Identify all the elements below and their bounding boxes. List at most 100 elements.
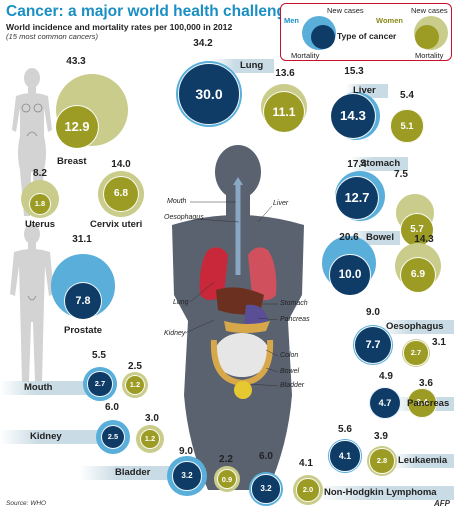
bubble-stomach-women-mortality: 5.7 — [400, 213, 434, 247]
organ-label-stomach: Stomach — [280, 300, 308, 307]
bubble-mouth-women-mortality: 1.2 — [125, 375, 145, 395]
label-bar-oesophagus — [380, 320, 454, 334]
bubble-lung-women-mortality: 11.1 — [263, 91, 305, 133]
value-stomach-women-new-cases: 7.5 — [394, 169, 408, 180]
bubble-liver-women-mortality: 5.1 — [391, 110, 423, 142]
value-lung-men-new-cases: 34.2 — [193, 38, 213, 49]
bubble-bowel-women-mortality: 6.9 — [400, 257, 436, 293]
organ-label-lung: Lung — [173, 299, 189, 306]
bubble-non-hodgkin-lymphoma-women-mortality: 2.0 — [297, 479, 319, 501]
legend-men: Men — [284, 16, 299, 25]
value-mouth-women-new-cases: 2.5 — [128, 361, 142, 372]
legend-men-mortality-circle — [311, 25, 335, 49]
torso-anatomy-icon — [172, 145, 304, 490]
bubble-cervix-uteri-women-mortality: 6.8 — [103, 176, 139, 212]
label-stomach: Stomach — [360, 158, 401, 169]
label-bar-leukaemia — [392, 454, 454, 468]
value-leukaemia-men-new-cases: 5.6 — [338, 424, 352, 435]
value-bowel-men-new-cases: 20.6 — [339, 232, 359, 243]
value-breast-women-new-cases: 43.3 — [66, 56, 86, 67]
label-cervix-uteri: Cervix uteri — [90, 219, 143, 230]
label-kidney: Kidney — [30, 431, 62, 442]
bubble-non-hodgkin-lymphoma-men-mortality: 3.2 — [252, 475, 280, 503]
bubble-mouth-men-mortality: 2.7 — [88, 372, 112, 396]
value-oesophagus-women-new-cases: 3.1 — [432, 337, 446, 348]
label-bar-bladder — [80, 466, 174, 480]
bubble-bladder-men-mortality: 3.2 — [173, 462, 201, 490]
label-bar-stomach — [350, 157, 408, 171]
legend-men-mortality: Mortality — [291, 51, 320, 60]
organ-label-mouth: Mouth — [167, 198, 187, 205]
label-oesophagus: Oesophagus — [386, 321, 444, 332]
chart-title: Cancer: a major world health challenge — [6, 3, 295, 20]
value-pancreas-men-new-cases: 4.9 — [379, 371, 393, 382]
value-cervix-uteri-women-new-cases: 14.0 — [111, 159, 131, 170]
value-prostate-men-new-cases: 31.1 — [72, 234, 92, 245]
label-prostate: Prostate — [64, 325, 103, 336]
credit-logo: AFP — [434, 499, 450, 508]
value-pancreas-women-new-cases: 3.6 — [419, 378, 433, 389]
value-liver-men-new-cases: 15.3 — [344, 66, 364, 77]
value-kidney-women-new-cases: 3.0 — [145, 413, 159, 424]
label-bar-mouth — [0, 381, 92, 395]
bubble-pancreas-women-mortality: 3.4 — [408, 389, 436, 417]
label-uterus: Uterus — [25, 219, 56, 230]
chart-subtitle: World incidence and mortality rates per … — [6, 22, 233, 32]
label-bowel: Bowel — [366, 232, 394, 243]
legend-women: Women — [376, 16, 403, 25]
bubble-bladder-women-mortality: 0.9 — [218, 470, 236, 488]
bubble-pancreas-men-mortality: 4.7 — [369, 387, 401, 419]
organ-label-colon: Colon — [280, 352, 299, 359]
bubble-leukaemia-women-mortality: 2.8 — [370, 449, 394, 473]
bubble-uterus-women-mortality: 1.8 — [29, 193, 51, 215]
bubble-oesophagus-men-mortality: 7.7 — [355, 327, 391, 363]
chart-subnote: (15 most common cancers) — [6, 32, 98, 41]
bubble-kidney-women-mortality: 1.2 — [140, 429, 160, 449]
legend: Men New cases Women New cases Type of ca… — [280, 3, 452, 61]
legend-men-new-cases: New cases — [327, 6, 364, 15]
value-bladder-men-new-cases: 9.0 — [179, 446, 193, 457]
label-liver: Liver — [353, 85, 376, 96]
organ-label-oesophagus: Oesophagus — [164, 214, 204, 221]
value-non-hodgkin-lymphoma-women-new-cases: 4.1 — [299, 458, 313, 469]
bubble-prostate-men-mortality: 7.8 — [65, 283, 101, 319]
value-leukaemia-women-new-cases: 3.9 — [374, 431, 388, 442]
label-bar-nhl — [316, 486, 454, 500]
value-oesophagus-men-new-cases: 9.0 — [366, 307, 380, 318]
value-liver-women-new-cases: 5.4 — [400, 90, 414, 101]
organ-label-liver: Liver — [273, 200, 289, 207]
label-non-hodgkin-lymphoma: Non-Hodgkin Lymphoma — [324, 487, 437, 498]
label-lung: Lung — [240, 60, 264, 71]
bubble-bowel-men-mortality: 10.0 — [330, 255, 370, 295]
value-kidney-men-new-cases: 6.0 — [105, 402, 119, 413]
value-uterus-women-new-cases: 8.2 — [33, 168, 47, 179]
bubble-lung-men-mortality: 30.0 — [179, 64, 239, 124]
legend-women-new-cases: New cases — [411, 6, 448, 15]
man-silhouette-icon — [10, 224, 54, 382]
legend-women-mortality-circle — [415, 25, 439, 49]
bubble-stomach-men-mortality: 12.7 — [335, 176, 379, 220]
value-bladder-women-new-cases: 2.2 — [219, 454, 233, 465]
label-pancreas: Pancreas — [407, 398, 450, 409]
label-mouth: Mouth — [24, 382, 53, 393]
bubble-oesophagus-women-mortality: 2.7 — [404, 341, 428, 365]
label-breast: Breast — [57, 156, 87, 167]
bubble-liver-men-mortality: 14.3 — [330, 93, 376, 139]
legend-type-of-cancer: Type of cancer — [337, 31, 397, 41]
label-leukaemia: Leukaemia — [398, 455, 448, 466]
bubble-kidney-men-mortality: 2.5 — [101, 425, 125, 449]
value-lung-women-new-cases: 13.6 — [275, 68, 295, 79]
value-non-hodgkin-lymphoma-men-new-cases: 6.0 — [259, 451, 273, 462]
value-mouth-men-new-cases: 5.5 — [92, 350, 106, 361]
organ-label-pancreas: Pancreas — [280, 316, 310, 323]
source-note: Source: WHO — [6, 500, 47, 507]
organ-label-bowel: Bowel — [280, 368, 300, 375]
value-bowel-women-new-cases: 14.3 — [414, 234, 434, 245]
label-bar-kidney — [0, 430, 98, 444]
bubble-leukaemia-men-mortality: 4.1 — [330, 441, 360, 471]
label-bladder: Bladder — [115, 467, 151, 478]
bubble-breast-women-mortality: 12.9 — [55, 105, 99, 149]
organ-label-bladder: Bladder — [280, 382, 305, 389]
